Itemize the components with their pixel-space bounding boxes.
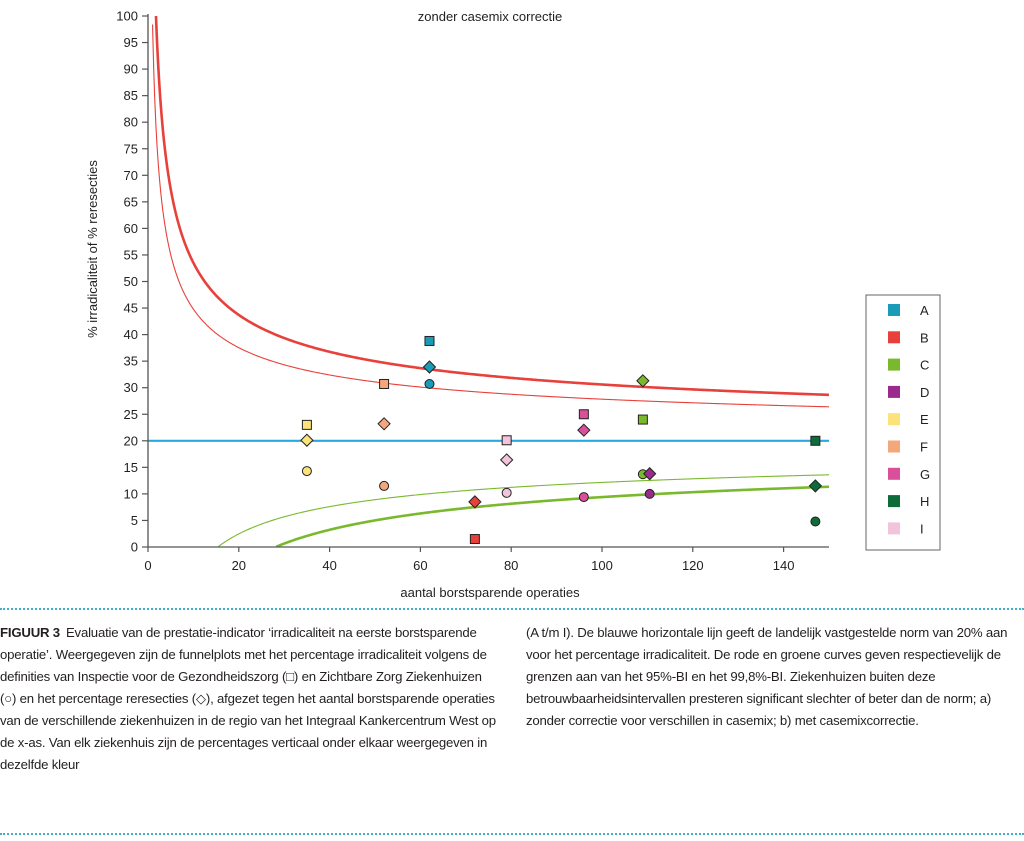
y-tick-label: 20 xyxy=(124,433,138,448)
y-tick-label: 35 xyxy=(124,354,138,369)
point-B-diamond xyxy=(468,495,482,509)
y-axis-label: % irradicaliteit of % reresecties xyxy=(85,160,100,338)
funnel-thick-upper-99,8%-BI xyxy=(154,16,829,397)
y-tick-label: 75 xyxy=(124,141,138,156)
point-E-square xyxy=(301,419,312,430)
y-tick-label: 80 xyxy=(124,115,138,130)
legend-label-I: I xyxy=(920,521,924,536)
y-tick-label: 45 xyxy=(124,301,138,316)
point-B-square xyxy=(469,534,480,545)
data-points xyxy=(300,335,823,545)
point-D-circle xyxy=(644,488,655,499)
chart-title: zonder casemix correctie xyxy=(418,9,563,24)
y-tick-label: 25 xyxy=(124,407,138,422)
top-divider xyxy=(0,608,1024,610)
point-D-diamond xyxy=(642,467,657,481)
point-H-circle xyxy=(810,516,821,527)
legend-label-E: E xyxy=(920,412,929,427)
y-tick-label: 60 xyxy=(124,221,138,236)
caption-right: (A t/m I). De blauwe horizontale lijn ge… xyxy=(526,622,1024,732)
x-tick-label: 120 xyxy=(682,558,704,573)
point-C-square xyxy=(637,414,648,425)
y-tick-label: 50 xyxy=(124,274,138,289)
y-tick-label: 90 xyxy=(124,62,138,77)
point-H-square xyxy=(810,435,821,446)
y-tick-label: 5 xyxy=(131,513,138,528)
caption-left: FIGUUR 3 Evaluatie van de prestatie-indic… xyxy=(0,622,498,776)
point-F-diamond xyxy=(377,417,391,431)
figure-label: FIGUUR 3 xyxy=(0,625,60,640)
legend-swatch-I xyxy=(888,522,900,535)
legend-label-D: D xyxy=(920,385,929,400)
y-tick-label: 0 xyxy=(131,540,138,555)
y-tick-label: 55 xyxy=(124,247,138,262)
point-I-diamond xyxy=(499,453,514,467)
y-tick-label: 30 xyxy=(124,380,138,395)
legend-swatch-H xyxy=(888,495,900,508)
y-tick-label: 10 xyxy=(124,486,138,501)
y-tick-label: 100 xyxy=(116,9,138,24)
legend-swatch-A xyxy=(888,304,900,316)
x-tick-label: 0 xyxy=(144,558,151,573)
x-axis-label: aantal borstsparende operaties xyxy=(400,585,580,600)
point-G-diamond xyxy=(577,423,591,437)
y-tick-label: 15 xyxy=(124,460,138,475)
legend-swatch-F xyxy=(888,440,900,453)
point-I-square xyxy=(501,435,512,446)
funnel-curves xyxy=(148,16,829,547)
point-E-circle xyxy=(301,466,312,477)
funnel-thick-lower-99,8%-BI xyxy=(275,485,829,547)
legend-label-A: A xyxy=(920,303,929,318)
x-tick-label: 80 xyxy=(504,558,518,573)
point-A-square xyxy=(424,335,435,346)
y-tick-label: 95 xyxy=(124,35,138,50)
legend-label-G: G xyxy=(920,467,930,482)
x-tick-label: 40 xyxy=(322,558,336,573)
legend-swatch-B xyxy=(888,331,900,344)
funnel-thin-upper-95%-BI xyxy=(151,24,829,408)
point-F-square xyxy=(379,378,390,389)
funnel-plot: zonder casemix correctie % irradicalitei… xyxy=(85,9,941,600)
legend-label-F: F xyxy=(920,440,928,455)
point-A-circle xyxy=(424,378,435,389)
point-I-circle xyxy=(501,487,512,498)
axes: 0 5 10 15 20 25 30 35 40 45 50 55 60 65 70 75 80 85 90 95 10… xyxy=(116,9,829,573)
legend-swatch-D xyxy=(888,385,900,398)
legend-label-H: H xyxy=(920,494,929,509)
caption-left-text: Evaluatie van de prestatie-indicator ‘ir… xyxy=(0,625,496,772)
y-tick-label: 40 xyxy=(124,327,138,342)
x-tick-label: 100 xyxy=(591,558,613,573)
point-G-circle xyxy=(578,492,589,503)
funnel-thin-lower-95%-BI xyxy=(218,474,829,547)
bottom-divider xyxy=(0,833,1024,835)
x-tick-label: 60 xyxy=(413,558,427,573)
point-E-diamond xyxy=(300,433,314,447)
point-F-circle xyxy=(379,480,390,491)
y-tick-label: 70 xyxy=(124,168,138,183)
legend-label-B: B xyxy=(920,330,929,345)
legend-swatch-C xyxy=(888,358,900,371)
legend-swatch-G xyxy=(888,467,900,480)
point-H-diamond xyxy=(808,479,823,493)
caption-right-text: (A t/m I). De blauwe horizontale lijn ge… xyxy=(526,625,1008,728)
x-tick-label: 20 xyxy=(232,558,246,573)
point-C-diamond xyxy=(636,374,650,388)
legend-label-C: C xyxy=(920,358,929,373)
legend-swatch-E xyxy=(888,413,900,426)
legend-box xyxy=(865,294,941,551)
x-tick-label: 140 xyxy=(773,558,795,573)
y-tick-label: 65 xyxy=(124,194,138,209)
point-A-diamond xyxy=(422,360,437,374)
y-tick-label: 85 xyxy=(124,88,138,103)
point-G-square xyxy=(578,409,589,420)
